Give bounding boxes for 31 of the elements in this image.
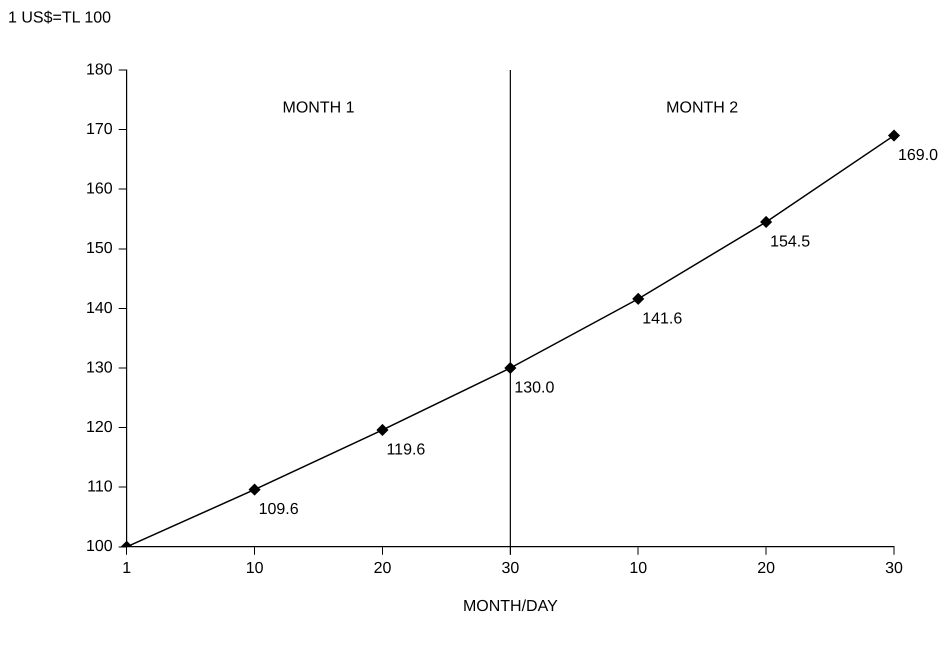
x-tick-label: 30 <box>885 560 903 577</box>
x-tick-label: 1 <box>122 560 132 577</box>
x-tick-label: 10 <box>629 560 648 577</box>
x-tick-label: 10 <box>246 560 264 577</box>
y-tick-label: 120 <box>86 419 113 436</box>
y-tick-label: 110 <box>87 478 113 496</box>
annotation: MONTH 1 <box>282 99 355 116</box>
data-label: 141.6 <box>642 310 682 328</box>
y-tick-label: 160 <box>86 180 113 198</box>
point <box>888 130 900 142</box>
y-tick-label: 140 <box>86 300 113 317</box>
point <box>632 293 644 305</box>
x-tick-label: 20 <box>757 560 776 577</box>
y-tick-label: 150 <box>86 240 113 258</box>
data-label: 109.6 <box>258 500 299 518</box>
y-tick-label: 180 <box>86 61 113 78</box>
data-label: 169.0 <box>898 146 938 164</box>
data-label: 130.0 <box>514 379 554 396</box>
y-axis-title: 1 US$=TL 100 <box>8 9 112 26</box>
point <box>248 484 260 496</box>
data-label: 154.5 <box>770 233 810 250</box>
annotation: MONTH 2 <box>666 99 738 116</box>
x-axis-title: MONTH/DAY <box>462 598 558 616</box>
y-tick-label: 130 <box>86 359 113 376</box>
y-tick-label: 170 <box>86 121 113 138</box>
point <box>760 216 772 228</box>
y-tick-label: 100 <box>86 538 113 556</box>
data-label: 119.6 <box>386 441 426 458</box>
point <box>376 424 388 436</box>
x-tick-label: 30 <box>501 560 520 577</box>
x-tick-label: 20 <box>374 560 392 577</box>
